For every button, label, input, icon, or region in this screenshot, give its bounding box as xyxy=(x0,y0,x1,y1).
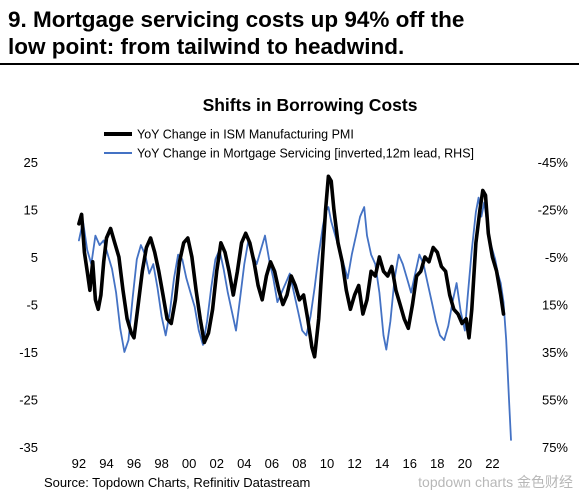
right-tick-label: 15% xyxy=(542,298,568,313)
x-tick-label: 98 xyxy=(154,456,168,471)
x-tick-label: 10 xyxy=(320,456,334,471)
x-tick-label: 22 xyxy=(485,456,499,471)
legend-label-mortgage: YoY Change in Mortgage Servicing [invert… xyxy=(137,147,474,161)
x-tick-label: 12 xyxy=(347,456,361,471)
left-tick-label: 25 xyxy=(24,155,38,170)
left-axis-ticks: 25 15 5 -5 -15 -25 -35 xyxy=(19,155,38,455)
x-tick-label: 08 xyxy=(292,456,306,471)
left-tick-label: 15 xyxy=(24,203,38,218)
x-tick-label: 96 xyxy=(127,456,141,471)
right-tick-label: -45% xyxy=(538,155,569,170)
x-tick-label: 04 xyxy=(237,456,251,471)
left-tick-label: -5 xyxy=(26,298,38,313)
left-tick-label: -25 xyxy=(19,393,38,408)
right-tick-label: -5% xyxy=(545,250,569,265)
watermark: topdown charts 金色财经 xyxy=(418,474,573,490)
series-layer xyxy=(77,174,512,441)
right-tick-label: 75% xyxy=(542,440,568,455)
left-tick-label: 5 xyxy=(31,250,38,265)
x-tick-label: 14 xyxy=(375,456,389,471)
headline: 9. Mortgage servicing costs up 94% off t… xyxy=(8,6,568,60)
x-tick-label: 18 xyxy=(430,456,444,471)
x-axis-ticks: 92 94 96 98 00 02 04 06 08 10 12 14 16 18 20 22 xyxy=(72,456,500,471)
x-tick-label: 02 xyxy=(210,456,224,471)
series-line-mortgage-servicing xyxy=(78,196,512,441)
left-tick-label: -35 xyxy=(19,440,38,455)
headline-underline xyxy=(0,63,579,65)
x-tick-label: 06 xyxy=(265,456,279,471)
headline-line-1: 9. Mortgage servicing costs up 94% off t… xyxy=(8,7,465,32)
right-tick-label: 35% xyxy=(542,345,568,360)
left-tick-label: -15 xyxy=(19,345,38,360)
legend: YoY Change in ISM Manufacturing PMI YoY … xyxy=(104,128,474,161)
headline-line-2: low point: from tailwind to headwind. xyxy=(8,34,405,59)
right-axis-ticks: -45% -25% -5% 15% 35% 55% 75% xyxy=(538,155,569,455)
x-tick-label: 92 xyxy=(72,456,86,471)
source-note: Source: Topdown Charts, Refinitiv Datast… xyxy=(44,475,311,490)
chart-title: Shifts in Borrowing Costs xyxy=(203,95,418,115)
x-tick-label: 00 xyxy=(182,456,196,471)
right-tick-label: -25% xyxy=(538,203,569,218)
x-tick-label: 16 xyxy=(402,456,416,471)
series-line-ism-pmi xyxy=(77,174,506,359)
x-tick-label: 20 xyxy=(458,456,472,471)
x-tick-label: 94 xyxy=(99,456,113,471)
legend-label-ism: YoY Change in ISM Manufacturing PMI xyxy=(137,128,354,142)
right-tick-label: 55% xyxy=(542,393,568,408)
